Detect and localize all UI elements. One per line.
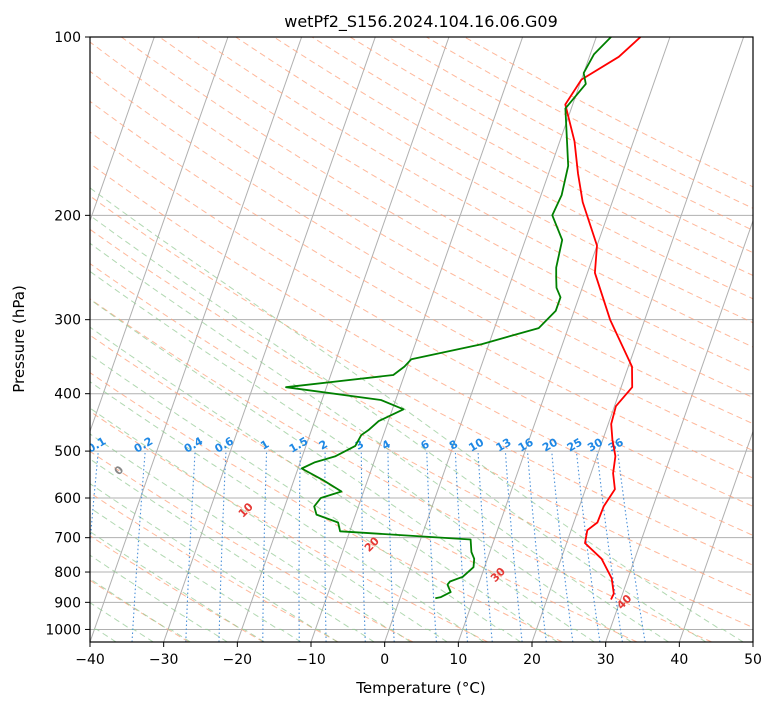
mixing-ratio-line <box>596 451 623 642</box>
y-tick-label: 1000 <box>45 622 81 638</box>
mixing-ratio-line <box>526 451 547 642</box>
x-tick-label: −10 <box>296 652 326 668</box>
isotherm-line <box>236 37 450 642</box>
dry-adiabat-line <box>90 163 753 536</box>
sounding-series <box>285 37 642 600</box>
isotherm-line <box>90 37 303 642</box>
dry-adiabat-line <box>90 535 264 642</box>
x-axis-ticks: −40 −30 −20 −10 0 10 20 30 40 50 <box>75 642 762 668</box>
dry-adiabat-line <box>90 450 414 642</box>
mixing-ratio-line <box>504 451 523 642</box>
dry-adiabat-line <box>159 37 753 373</box>
moist-adiabat-line <box>90 326 558 642</box>
mixing-ratio-line <box>477 451 493 642</box>
moist-adiabat-line <box>90 407 448 642</box>
chart-title: wetPf2_S156.2024.104.16.06.G09 <box>284 12 558 32</box>
dry-adiabats <box>90 37 753 642</box>
mixing-ratio-line <box>617 451 646 642</box>
dry-adiabat-line <box>90 410 488 642</box>
dry-adiabat-line <box>273 37 753 300</box>
y-tick-label: 900 <box>54 595 81 611</box>
dry-adiabat-line <box>90 228 753 597</box>
isotherm-line <box>163 37 376 642</box>
dry-adiabat-line <box>90 263 753 629</box>
y-tick-label: 100 <box>54 30 81 46</box>
dry-adiabat-line <box>90 131 753 507</box>
mixing-ratio-line <box>551 451 574 642</box>
y-axis-title: Pressure (hPa) <box>10 285 28 393</box>
y-axis-ticks: 100 200 300 400 500 600 700 800 900 1000 <box>45 30 90 638</box>
y-tick-label: 200 <box>54 208 81 224</box>
moist-adiabat-line <box>90 242 669 642</box>
isotherm-line <box>90 37 229 433</box>
x-tick-label: −30 <box>149 652 179 668</box>
plot-frame <box>89 36 754 643</box>
dry-adiabat-line <box>90 195 753 566</box>
mixing-ratio-lines <box>90 451 646 642</box>
y-tick-label: 800 <box>54 565 81 581</box>
temperature-line <box>564 37 642 600</box>
isotherm-line <box>605 219 753 642</box>
y-tick-label: 300 <box>54 313 81 329</box>
y-tick-label: 400 <box>54 387 81 403</box>
y-tick-label: 600 <box>54 491 81 507</box>
x-tick-label: 30 <box>597 652 615 668</box>
x-tick-label: −40 <box>75 652 105 668</box>
moist-adiabat-line <box>90 187 744 642</box>
x-tick-label: 20 <box>523 652 541 668</box>
mixing-ratio-line <box>575 451 601 642</box>
plot-area: 0.10.20.40.611.52346810131620253036-100-… <box>90 37 753 642</box>
dry-adiabat-line <box>90 372 563 642</box>
x-tick-label: 0 <box>380 652 389 668</box>
moist-adiabat-line <box>90 354 521 642</box>
moist-adiabat-line <box>90 433 411 642</box>
dry-adiabat-line <box>90 298 712 642</box>
x-axis-title: Temperature (°C) <box>355 679 485 697</box>
dry-adiabat-line <box>90 100 753 479</box>
isotherm-line <box>90 37 155 223</box>
dry-adiabat-line <box>235 37 753 324</box>
moist-adiabat-line <box>90 298 595 642</box>
x-tick-label: 50 <box>744 652 762 668</box>
moist-adiabat-line <box>90 214 707 642</box>
isotherm-line <box>384 37 597 642</box>
moist-adiabat-line <box>90 381 485 642</box>
x-tick-label: 10 <box>449 652 467 668</box>
y-tick-label: 700 <box>54 531 81 547</box>
reference-labels: 0.10.20.40.611.52346810131620253036-100-… <box>90 434 635 612</box>
isotherm-line <box>531 37 745 642</box>
y-tick-label: 500 <box>54 444 81 460</box>
x-tick-label: 40 <box>670 652 688 668</box>
isotherm-line <box>457 37 671 642</box>
dry-adiabat-line <box>121 37 753 399</box>
x-tick-label: −20 <box>223 652 253 668</box>
isotherm-line <box>678 429 753 642</box>
mixing-ratio-line <box>90 451 99 550</box>
dewpoint-line <box>285 37 612 600</box>
dry-adiabat-line <box>90 579 190 642</box>
